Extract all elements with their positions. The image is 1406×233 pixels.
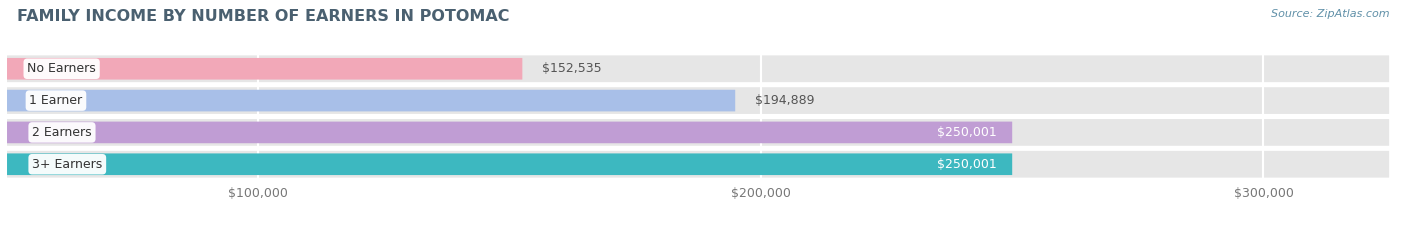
Text: $152,535: $152,535 xyxy=(543,62,602,75)
FancyBboxPatch shape xyxy=(7,58,523,80)
Text: 2 Earners: 2 Earners xyxy=(32,126,91,139)
Text: $194,889: $194,889 xyxy=(755,94,815,107)
FancyBboxPatch shape xyxy=(7,122,1012,143)
Text: 1 Earner: 1 Earner xyxy=(30,94,83,107)
FancyBboxPatch shape xyxy=(7,151,1389,178)
Text: $250,001: $250,001 xyxy=(938,158,997,171)
FancyBboxPatch shape xyxy=(7,119,1389,146)
FancyBboxPatch shape xyxy=(7,87,1389,114)
Text: Source: ZipAtlas.com: Source: ZipAtlas.com xyxy=(1271,9,1389,19)
FancyBboxPatch shape xyxy=(7,90,735,111)
FancyBboxPatch shape xyxy=(7,153,1012,175)
FancyBboxPatch shape xyxy=(7,55,1389,82)
Text: No Earners: No Earners xyxy=(27,62,96,75)
Text: 3+ Earners: 3+ Earners xyxy=(32,158,103,171)
Text: $250,001: $250,001 xyxy=(938,126,997,139)
Text: FAMILY INCOME BY NUMBER OF EARNERS IN POTOMAC: FAMILY INCOME BY NUMBER OF EARNERS IN PO… xyxy=(17,9,509,24)
